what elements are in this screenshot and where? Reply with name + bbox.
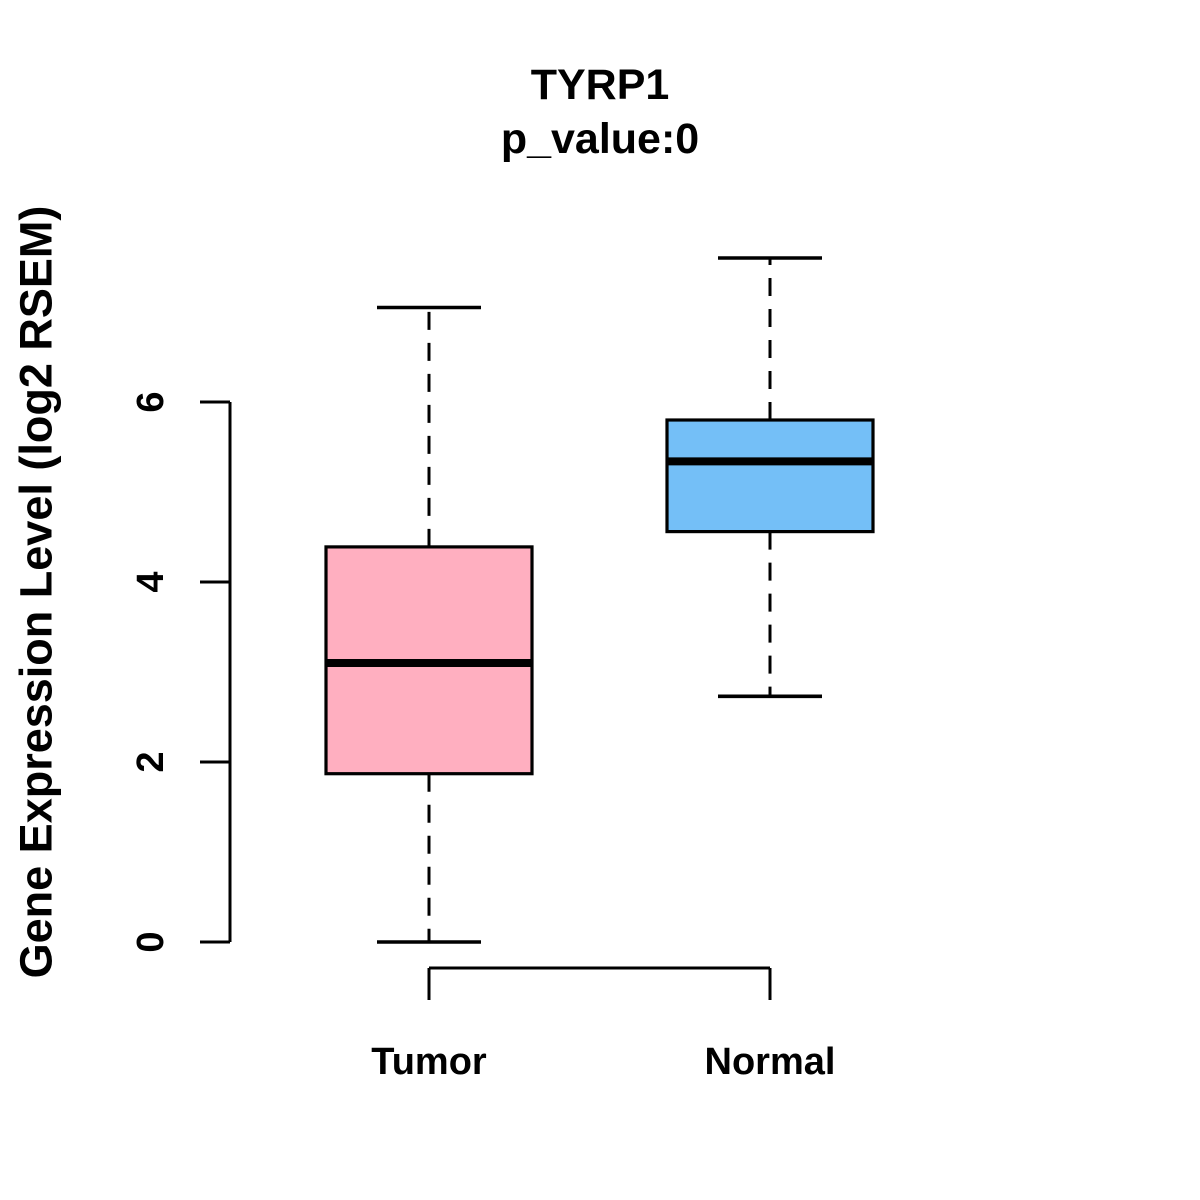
chart-title: TYRP1 [530,61,670,109]
normal-box [665,418,875,534]
y-axis-tick-label: 4 [130,571,172,592]
y-axis-tick-label: 6 [130,391,172,412]
y-axis-tick-label: 2 [130,751,172,772]
chart-subtitle: p_value:0 [500,115,700,163]
y-axis-tick-label: 0 [130,931,172,952]
category-label-normal: Normal [705,1041,836,1083]
category-label-tumor: Tumor [371,1041,487,1083]
